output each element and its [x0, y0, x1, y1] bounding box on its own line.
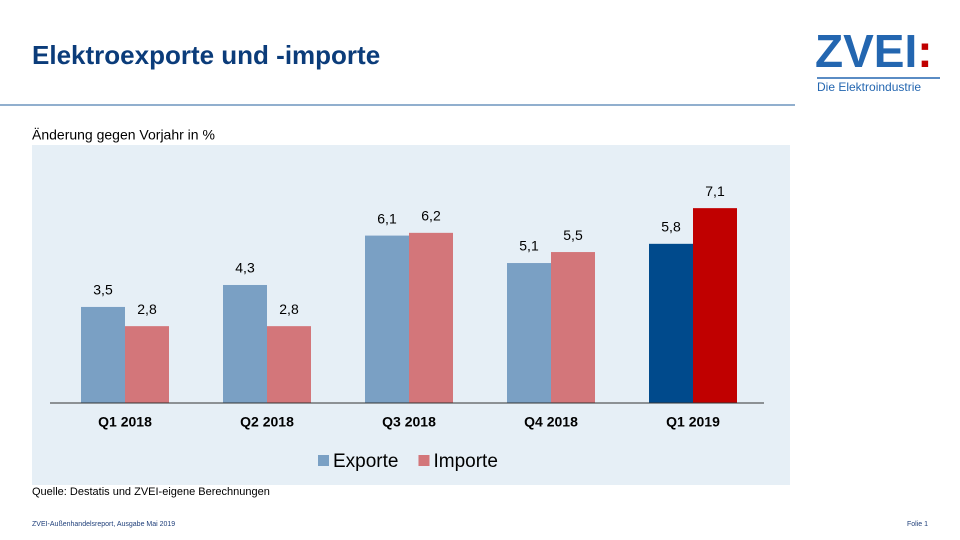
legend-swatch — [318, 455, 329, 466]
x-tick-label: Q4 2018 — [524, 414, 578, 430]
source-note: Quelle: Destatis und ZVEI-eigene Berechn… — [32, 486, 270, 498]
value-label: 5,8 — [661, 219, 681, 235]
bar — [507, 263, 551, 403]
bar — [551, 252, 595, 403]
footer-slide: Folie 1 — [907, 521, 928, 528]
legend-swatch — [418, 455, 430, 466]
bar — [409, 232, 453, 403]
value-label: 5,1 — [519, 238, 539, 254]
value-label: 5,5 — [563, 227, 583, 243]
x-tick-label: Q1 2019 — [666, 414, 720, 430]
legend-label: Exporte — [333, 451, 398, 472]
value-label: 6,1 — [377, 210, 397, 226]
bar — [223, 284, 267, 403]
logo-tagline: Die Elektroindustrie — [817, 80, 921, 94]
slide-title: Elektroexporte und -importe — [32, 40, 380, 70]
bar — [81, 306, 125, 403]
value-label: 2,8 — [137, 301, 157, 317]
footer-report: ZVEI-Außenhandelsreport, Ausgabe Mai 201… — [32, 521, 175, 528]
value-label: 7,1 — [705, 183, 725, 199]
logo-mark: : — [917, 25, 932, 77]
bar — [125, 326, 169, 403]
logo-name: ZVEI — [815, 25, 917, 77]
value-label: 6,2 — [421, 208, 441, 224]
x-tick-label: Q2 2018 — [240, 414, 294, 430]
value-label: 3,5 — [93, 282, 113, 298]
bar — [649, 243, 693, 403]
logo: ZVEI: — [815, 25, 933, 77]
value-label: 4,3 — [235, 260, 255, 276]
x-tick-label: Q3 2018 — [382, 414, 436, 430]
bar — [365, 235, 409, 403]
value-label: 2,8 — [279, 301, 299, 317]
legend-label: Importe — [433, 451, 497, 472]
x-tick-label: Q1 2018 — [98, 414, 152, 430]
chart-subtitle: Änderung gegen Vorjahr in % — [32, 127, 215, 143]
plot: 3,5 4,3 6,1 5,1 5,8 2,8 2,8 6,2 5,5 7,1 Q1 2018 Q2 … — [50, 183, 764, 472]
bar — [693, 208, 737, 403]
bar — [267, 326, 311, 403]
